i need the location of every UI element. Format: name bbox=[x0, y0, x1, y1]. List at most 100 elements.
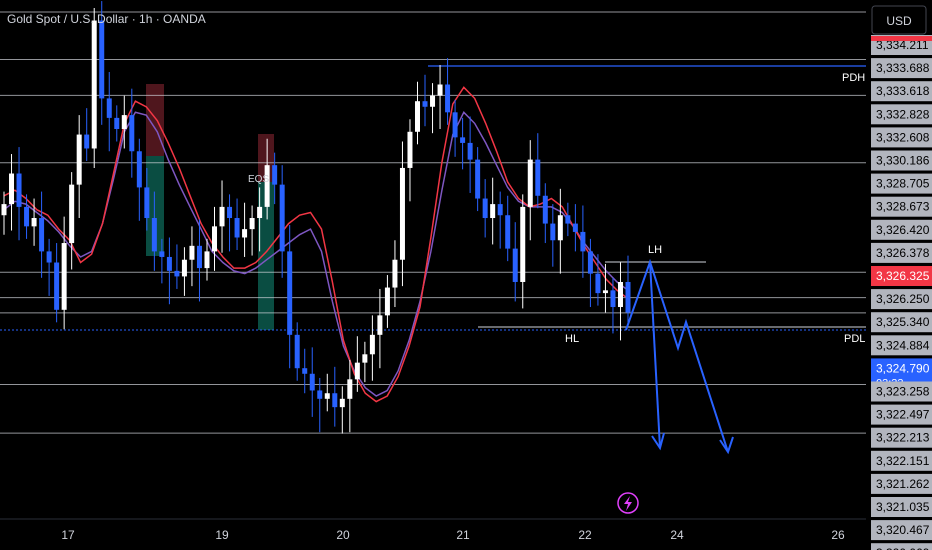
price-label: 3,328.705 bbox=[871, 173, 932, 194]
price-label: 3,325.340 bbox=[871, 312, 932, 333]
candle-body bbox=[279, 184, 285, 252]
arrow-head bbox=[651, 432, 665, 451]
price-label: 3,320.069 bbox=[871, 543, 932, 550]
pdh-label: PDH bbox=[842, 72, 865, 84]
price-label: 3,320.467 bbox=[871, 520, 932, 541]
svg-text:3,320.467: 3,320.467 bbox=[876, 523, 930, 537]
candle-body bbox=[527, 159, 533, 207]
candles bbox=[1, 1, 631, 434]
candle-body bbox=[362, 354, 368, 363]
price-label: 3,323.258 bbox=[871, 381, 932, 402]
svg-text:3,326.420: 3,326.420 bbox=[876, 223, 930, 237]
candle-body bbox=[497, 204, 503, 216]
price-label: 3,324.884 bbox=[871, 335, 932, 356]
svg-text:3,322.497: 3,322.497 bbox=[876, 408, 930, 422]
svg-text:3,322.213: 3,322.213 bbox=[876, 431, 930, 445]
candle-body bbox=[445, 84, 451, 113]
price-label: 3,321.262 bbox=[871, 473, 932, 494]
candle-body bbox=[452, 112, 458, 138]
candle-body bbox=[430, 95, 436, 107]
candle-body bbox=[520, 206, 526, 282]
hl-label: HL bbox=[565, 333, 579, 345]
candle-body bbox=[16, 173, 22, 207]
candle-body bbox=[595, 273, 601, 294]
candle-body bbox=[347, 379, 353, 399]
candle-body bbox=[234, 218, 240, 238]
candle-body bbox=[174, 270, 180, 277]
price-label: 3,330.186 bbox=[871, 150, 932, 171]
projection-path bbox=[625, 258, 729, 453]
candle-body bbox=[106, 98, 112, 118]
candle-body bbox=[287, 251, 293, 335]
candle-body bbox=[144, 187, 150, 219]
candle-body bbox=[399, 167, 405, 260]
candle-body bbox=[189, 245, 195, 260]
svg-text:3,326.325: 3,326.325 bbox=[876, 269, 930, 283]
candle-body bbox=[219, 206, 225, 227]
price-label: 3,333.688 bbox=[871, 58, 932, 79]
svg-text:3,328.705: 3,328.705 bbox=[876, 177, 930, 191]
price-label-clipped bbox=[871, 36, 932, 41]
candle-body bbox=[437, 84, 443, 96]
eqs-label: EQS bbox=[248, 174, 269, 185]
candle-body bbox=[24, 206, 30, 227]
candle-body bbox=[151, 218, 157, 252]
candle-body bbox=[1, 204, 7, 216]
candle-body bbox=[392, 259, 398, 288]
time-tick: 20 bbox=[336, 528, 350, 542]
candle-body bbox=[460, 137, 466, 143]
candle-body bbox=[46, 251, 52, 263]
candle-body bbox=[136, 151, 142, 188]
candle-body bbox=[9, 173, 15, 205]
candle-body bbox=[617, 281, 623, 308]
candle-body bbox=[377, 315, 383, 335]
svg-text:3,333.618: 3,333.618 bbox=[876, 84, 930, 98]
candle-body bbox=[204, 251, 210, 269]
candle-body bbox=[550, 223, 556, 241]
svg-text:3,326.250: 3,326.250 bbox=[876, 292, 930, 306]
svg-text:3,333.688: 3,333.688 bbox=[876, 61, 930, 75]
svg-text:3,332.828: 3,332.828 bbox=[876, 107, 930, 121]
svg-text:3,332.608: 3,332.608 bbox=[876, 130, 930, 144]
svg-text:3,328.673: 3,328.673 bbox=[876, 200, 930, 214]
candle-body bbox=[505, 215, 511, 249]
candle-body bbox=[407, 131, 413, 168]
candle-body bbox=[294, 334, 300, 369]
candle-body bbox=[91, 20, 97, 149]
candle-body bbox=[257, 206, 263, 219]
candle-body bbox=[542, 195, 548, 224]
candle-body bbox=[535, 159, 541, 196]
price-label: 3,322.497 bbox=[871, 404, 932, 425]
candle-body bbox=[121, 115, 127, 130]
time-tick: 21 bbox=[456, 528, 470, 542]
zone-green bbox=[258, 182, 274, 330]
price-label: 3,322.213 bbox=[871, 427, 932, 448]
candle-body bbox=[69, 184, 75, 244]
time-axis[interactable]: 17 19 20 21 22 24 26 bbox=[61, 528, 845, 542]
candle-body bbox=[512, 248, 518, 282]
svg-text:3,330.186: 3,330.186 bbox=[876, 154, 930, 168]
zone-red bbox=[258, 134, 274, 182]
candle-body bbox=[369, 334, 375, 355]
candle-body bbox=[414, 101, 420, 132]
price-label: 3,321.035 bbox=[871, 497, 932, 517]
candle-body bbox=[602, 290, 608, 294]
candle-body bbox=[76, 134, 82, 185]
candle-body bbox=[475, 159, 481, 199]
candle-body bbox=[181, 259, 187, 277]
currency-label: USD bbox=[886, 14, 912, 28]
highlight-zones bbox=[146, 84, 274, 330]
candle-body bbox=[557, 215, 563, 241]
svg-text:3,321.262: 3,321.262 bbox=[876, 477, 930, 491]
projection-path bbox=[649, 261, 661, 449]
lightning-icon[interactable] bbox=[617, 492, 639, 514]
candle-body bbox=[580, 231, 586, 252]
currency-button[interactable]: USD bbox=[871, 5, 927, 35]
pdl-label: PDL bbox=[844, 333, 865, 345]
price-label: 3,326.325 bbox=[871, 266, 932, 286]
time-tick: 24 bbox=[670, 528, 684, 542]
candle-body bbox=[332, 393, 338, 408]
svg-text:3,322.151: 3,322.151 bbox=[876, 454, 930, 468]
price-axis[interactable]: 3,334.211 3,333.688 3,333.618 3,332.828 3,33… bbox=[866, 0, 932, 550]
